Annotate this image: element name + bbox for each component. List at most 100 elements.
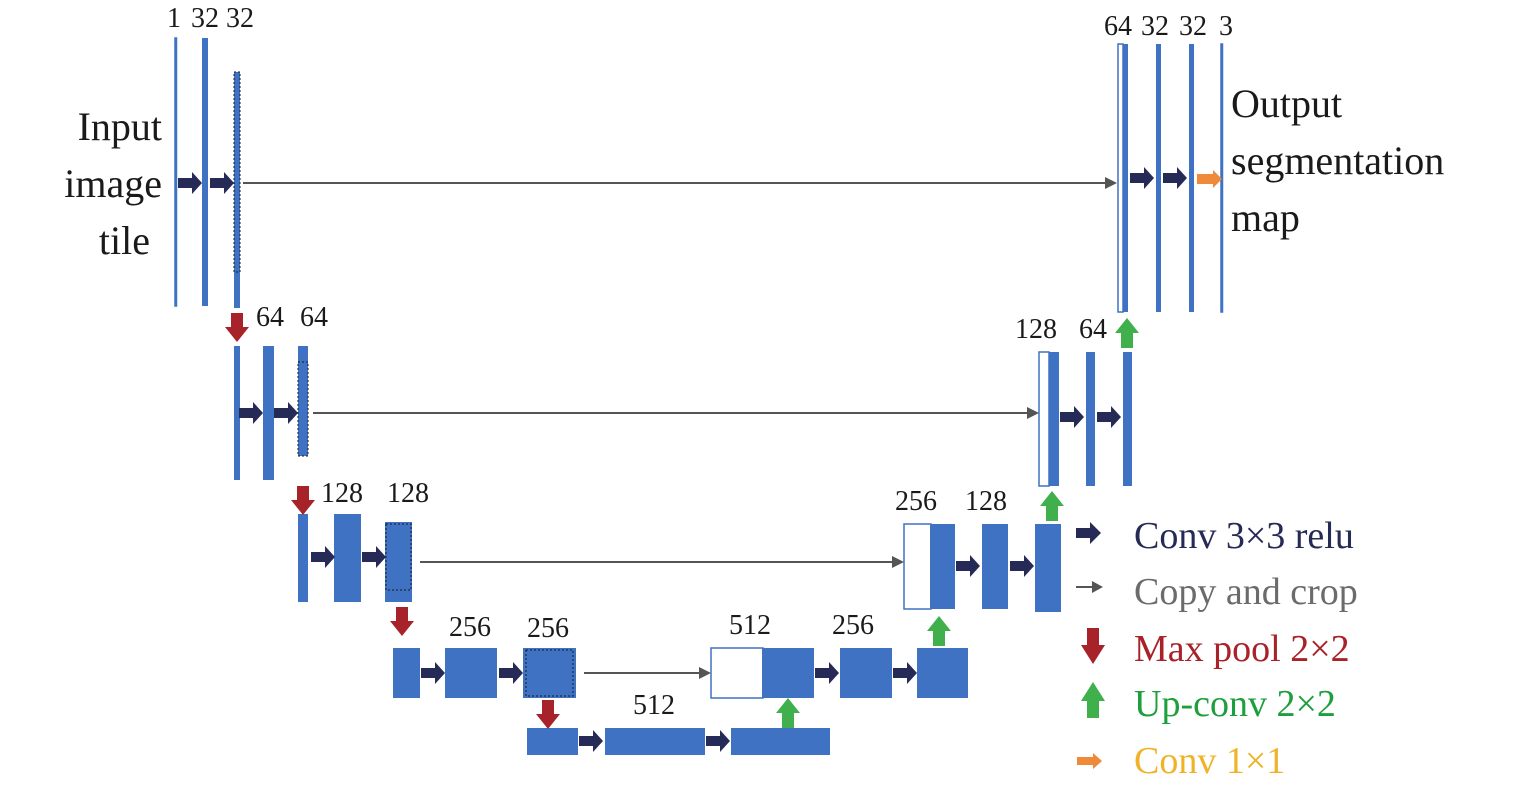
- channel-label: 256: [895, 486, 937, 517]
- copy-arrow-head: [1092, 581, 1103, 593]
- crop-region-l2: [297, 361, 309, 457]
- feature-map-l4-pool: [393, 648, 420, 698]
- feature-map-l4-conv1: [445, 648, 497, 698]
- feature-map-l1-conv2: [234, 72, 240, 308]
- feature-map-l4-conv2: [523, 648, 576, 698]
- legend-label: Copy and crop: [1134, 571, 1358, 613]
- feature-map-l3-dec-conv2: [1035, 524, 1061, 612]
- legend-item-conv: Conv 3×3 relu: [1076, 515, 1354, 557]
- feature-map-l1-conv1: [202, 38, 208, 306]
- maxpool-arrow-icon: [536, 700, 560, 729]
- conv-arrow-icon: [1097, 406, 1121, 428]
- upconv-arrow-icon: [1081, 682, 1105, 718]
- upconv-arrow-icon: [1115, 318, 1139, 348]
- channel-label: 3: [1219, 11, 1233, 42]
- input-label: Input image tile: [64, 104, 162, 263]
- upconv-arrow-icon: [1040, 491, 1064, 521]
- legend-label: Up-conv 2×2: [1134, 683, 1336, 725]
- conv-arrow-icon: [311, 546, 335, 568]
- feature-map-l1-upconv: [1123, 44, 1128, 312]
- conv-arrow-icon: [499, 662, 523, 684]
- channel-label: 128: [387, 478, 429, 509]
- channel-label: 64: [1079, 314, 1107, 345]
- legend-item-maxpool: Max pool 2×2: [1081, 628, 1350, 670]
- feature-map-l1-dec-conv2: [1189, 44, 1194, 312]
- crop-region-l1: [233, 71, 241, 273]
- legend-item-upconv: Up-conv 2×2: [1081, 682, 1336, 725]
- input-feature-map: [174, 37, 178, 307]
- conv-arrow-icon: [178, 172, 202, 194]
- level4-decoder: 512 256: [710, 610, 968, 699]
- channel-label: 256: [449, 612, 491, 643]
- channel-label: 256: [527, 613, 569, 644]
- channel-label: 32: [1179, 11, 1207, 42]
- maxpool-arrow-icon: [1081, 628, 1105, 664]
- conv-arrow-icon: [1010, 555, 1034, 577]
- output-label: Output segmentation map: [1231, 81, 1444, 240]
- conv-arrow-icon: [1130, 167, 1154, 189]
- feature-map-l3-dec-conv1: [982, 524, 1008, 609]
- feature-map-l3-upconv: [930, 524, 955, 609]
- channel-label: 128: [321, 478, 363, 509]
- conv-arrow-icon: [956, 555, 980, 577]
- level1-decoder: 64 32 32 3: [1104, 11, 1233, 313]
- feature-map-l2-pool: [234, 346, 240, 480]
- conv-arrow-icon: [239, 402, 263, 424]
- legend-label: Conv 3×3 relu: [1134, 515, 1354, 557]
- channel-label: 64: [256, 302, 284, 333]
- upconv-arrow-icon: [927, 616, 951, 646]
- bottleneck: 512: [527, 690, 830, 755]
- output-label-line: Output: [1231, 81, 1342, 126]
- feature-map-bottleneck-conv2: [731, 728, 830, 755]
- level1-encoder: 1 32 32: [167, 3, 254, 308]
- copied-feature-map-l3: [903, 523, 932, 610]
- feature-map-l2-dec-conv2: [1123, 352, 1132, 486]
- feature-map-l2-conv1: [263, 346, 274, 480]
- legend: Conv 3×3 relu Copy and crop Max pool 2×2…: [1076, 515, 1358, 782]
- output-label-line: map: [1231, 195, 1300, 240]
- level2-encoder: 64 64: [234, 302, 328, 480]
- channel-label: 64: [1104, 11, 1132, 42]
- conv-arrow-icon: [421, 662, 445, 684]
- channel-label: 1: [167, 3, 181, 34]
- level3-encoder: 128 128: [298, 478, 429, 602]
- level2-decoder: 128 64: [1015, 314, 1132, 487]
- copied-feature-map-l4: [710, 647, 764, 699]
- crop-region-l3: [385, 523, 412, 591]
- channel-label: 512: [633, 690, 675, 721]
- conv-arrow-icon: [1076, 522, 1101, 544]
- maxpool-arrow-icon: [291, 486, 315, 515]
- feature-map-bottleneck-pool: [527, 728, 578, 755]
- copied-feature-map-l1: [1117, 43, 1124, 313]
- input-label-line: Input: [78, 104, 162, 149]
- conv-arrow-icon: [210, 172, 234, 194]
- input-label-line: image: [64, 161, 162, 206]
- channel-label: 64: [300, 302, 328, 333]
- feature-map-l2-conv2: [298, 346, 308, 456]
- maxpool-arrow-icon: [390, 607, 414, 636]
- channel-label: 32: [226, 3, 254, 34]
- legend-label: Max pool 2×2: [1134, 628, 1350, 670]
- level3-decoder: 256 128: [895, 486, 1061, 612]
- conv1x1-arrow-icon: [1197, 170, 1222, 188]
- level4-encoder: 256 256: [393, 612, 576, 698]
- feature-map-l1-dec-conv1: [1156, 44, 1161, 312]
- conv1x1-arrow-icon: [1077, 753, 1102, 769]
- feature-map-l2-upconv: [1049, 352, 1059, 486]
- conv-arrow-icon: [362, 546, 386, 568]
- copied-feature-map-l2: [1038, 351, 1050, 487]
- legend-item-conv1x1: Conv 1×1: [1077, 740, 1285, 782]
- feature-map-l3-conv1: [334, 514, 361, 602]
- conv-arrow-icon: [706, 730, 730, 752]
- feature-map-l4-dec-conv2: [917, 648, 968, 698]
- output-label-line: segmentation: [1231, 138, 1444, 183]
- conv-arrow-icon: [1163, 167, 1187, 189]
- feature-map-l4-upconv: [762, 648, 814, 698]
- upconv-arrow-icon: [776, 698, 800, 728]
- channel-label: 128: [965, 486, 1007, 517]
- conv-arrow-icon: [274, 402, 298, 424]
- feature-map-l2-dec-conv1: [1086, 352, 1095, 486]
- output-feature-map: [1220, 43, 1224, 313]
- channel-label: 256: [832, 610, 874, 641]
